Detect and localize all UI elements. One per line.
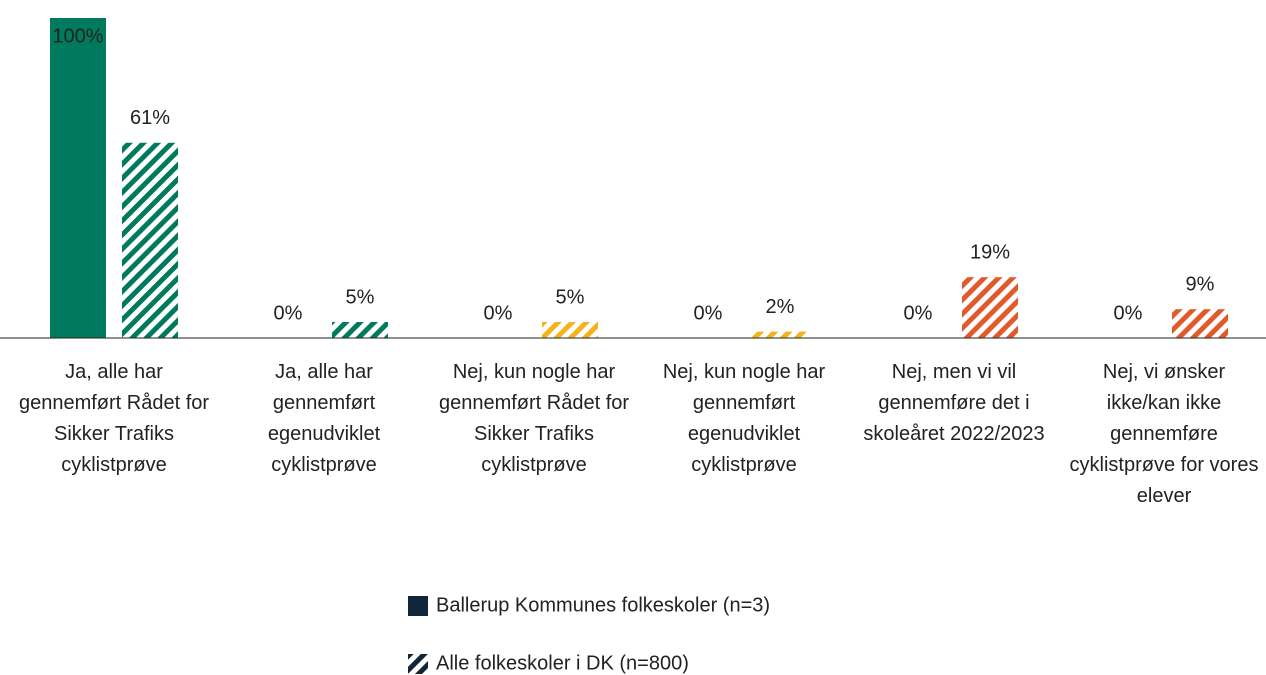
legend-label: Alle folkeskoler i DK (n=800) — [436, 652, 689, 674]
value-label: 2% — [766, 296, 795, 318]
bar — [542, 322, 598, 338]
x-tick-label: Ja, alle har gennemført Rådet for Sikker… — [18, 361, 210, 476]
bar — [962, 277, 1018, 338]
value-label: 0% — [1114, 302, 1143, 324]
value-label: 0% — [904, 302, 933, 324]
x-tick-label: Ja, alle har gennemført egenudviklet cyk… — [267, 361, 381, 476]
value-label: 100% — [52, 25, 103, 47]
bar — [1172, 309, 1228, 338]
value-label: 19% — [970, 241, 1010, 263]
value-label: 61% — [130, 107, 170, 129]
legend-label: Ballerup Kommunes folkeskoler (n=3) — [436, 594, 770, 616]
x-tick-label: Nej, kun nogle har gennemført egenudvikl… — [662, 361, 826, 476]
x-tick-label: Nej, men vi vil gennemføre det i skoleår… — [863, 361, 1045, 445]
legend-swatch — [408, 596, 428, 616]
value-label: 5% — [346, 286, 375, 308]
legend-swatch — [408, 654, 428, 674]
value-label: 0% — [484, 302, 513, 324]
x-tick-label: Nej, kun nogle har gennemført Rådet for … — [438, 361, 630, 476]
value-label: 0% — [694, 302, 723, 324]
x-tick-label: Nej, vi ønsker ikke/kan ikke gennemføre … — [1069, 361, 1259, 507]
value-label: 0% — [274, 302, 303, 324]
bar — [752, 331, 808, 338]
value-label: 9% — [1186, 273, 1215, 295]
bar — [122, 142, 178, 338]
bar — [332, 322, 388, 338]
value-label: 5% — [556, 286, 585, 308]
bar — [50, 18, 106, 338]
